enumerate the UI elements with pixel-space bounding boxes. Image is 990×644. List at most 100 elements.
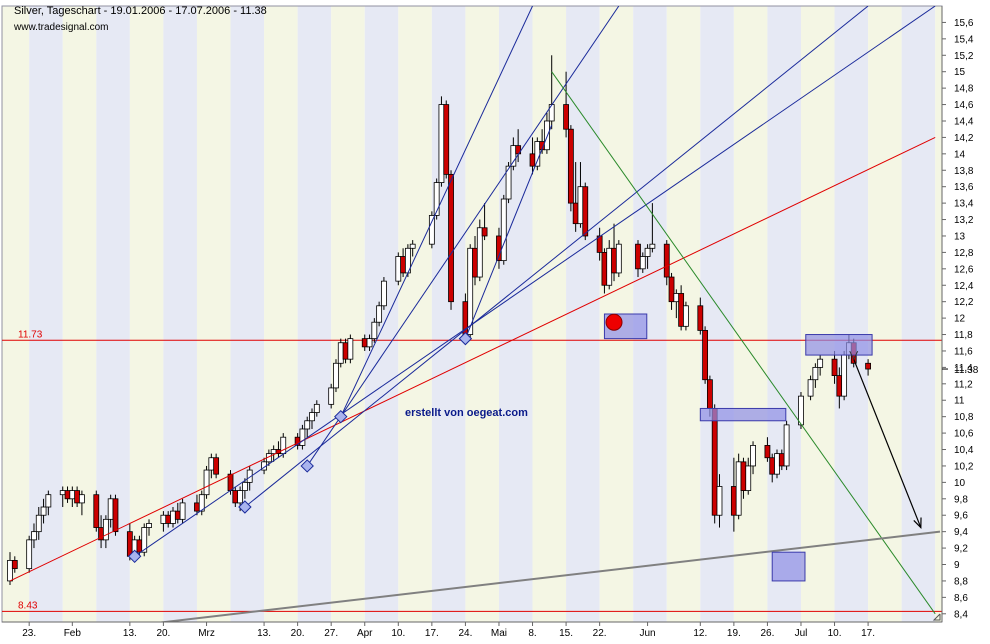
- candle-body: [510, 145, 517, 167]
- candle-body: [74, 490, 81, 504]
- candle-body: [179, 502, 186, 520]
- marker-diamond: [127, 549, 142, 564]
- y-tick-label: 14,4: [954, 116, 974, 127]
- x-tick-label: 13.: [257, 628, 271, 639]
- y-tick-label: 13,4: [954, 199, 974, 210]
- x-tick-label: 26.: [760, 628, 774, 639]
- candle-body: [241, 481, 248, 491]
- candle-body: [93, 494, 100, 528]
- candle-body: [371, 321, 378, 340]
- y-tick-label: 15: [954, 67, 966, 78]
- y-tick-label: 8,8: [954, 576, 968, 587]
- y-tick-label: 10,2: [954, 461, 974, 472]
- marker-diamond: [334, 409, 348, 424]
- candle-body: [529, 153, 536, 167]
- candle-body: [831, 358, 838, 377]
- candle-body: [697, 305, 704, 331]
- candle-body: [745, 465, 752, 491]
- candle-body: [812, 366, 819, 381]
- candle-body: [635, 243, 641, 270]
- candle-body: [649, 243, 656, 249]
- candle-body: [836, 375, 843, 397]
- week-band: [935, 6, 942, 622]
- candle-body: [136, 539, 143, 553]
- candle-body: [438, 104, 445, 183]
- y-tick-label: 10,4: [954, 445, 974, 456]
- candle-body: [198, 494, 205, 512]
- candle-body: [774, 453, 780, 475]
- candle-body: [601, 251, 608, 286]
- candle-body: [596, 235, 603, 253]
- arrow-start-mark: [849, 350, 859, 361]
- candle-body: [730, 486, 737, 516]
- x-tick-label: 17.: [425, 628, 439, 639]
- candle-body: [572, 202, 579, 225]
- candle-body: [663, 243, 670, 278]
- y-tick-label: 13,2: [954, 215, 974, 226]
- y-tick-label: 12: [954, 314, 966, 325]
- candle-body: [342, 342, 349, 360]
- candle-body: [683, 305, 689, 327]
- blue-trend-line: [306, 6, 620, 467]
- x-tick-label: Mai: [491, 628, 507, 639]
- candle-body: [381, 280, 387, 307]
- week-band: [431, 6, 466, 622]
- week-band: [800, 6, 835, 622]
- candle-body: [11, 560, 18, 570]
- week-band: [62, 6, 97, 622]
- candle-body: [544, 120, 550, 151]
- blue-trend-line: [340, 6, 533, 417]
- chart-title: Silver, Tageschart - 19.01.2006 - 17.07.…: [14, 5, 267, 17]
- y-tick-label: 13,8: [954, 166, 974, 177]
- x-tick-label: Jun: [640, 628, 656, 639]
- candle-body: [309, 412, 315, 422]
- candle-body: [59, 490, 66, 496]
- y-tick-label: 15,2: [954, 51, 974, 62]
- arrow-head: [913, 517, 922, 529]
- x-tick-label: 27.: [324, 628, 338, 639]
- y-tick-label: 11: [954, 396, 965, 407]
- x-tick-label: 20.: [291, 628, 305, 639]
- annotation-box: [699, 407, 787, 422]
- green-trend-line: [551, 71, 936, 615]
- candle-body: [409, 243, 416, 249]
- week-band: [767, 6, 801, 622]
- week-band: [868, 6, 902, 622]
- y-tick-label: 13,6: [954, 182, 974, 193]
- candle-body: [165, 514, 172, 524]
- candle-body: [227, 473, 234, 491]
- candle-body: [347, 338, 354, 360]
- projection-arrow: [849, 350, 922, 529]
- candle-body: [448, 173, 454, 303]
- red-trend-line: [9, 136, 936, 582]
- x-tick-label: 22.: [593, 628, 607, 639]
- candle-body: [45, 494, 52, 508]
- y-tick-label: 11,4: [954, 363, 973, 374]
- candle-body: [304, 420, 311, 430]
- last-price-label: 11.38: [954, 365, 979, 376]
- y-tick-label: 11,6: [954, 346, 973, 357]
- candle-body: [246, 469, 253, 483]
- week-band: [2, 6, 30, 622]
- week-band: [532, 6, 567, 622]
- y-tick-label: 9,6: [954, 511, 968, 522]
- candle-body: [40, 506, 47, 516]
- candle-body: [232, 490, 239, 504]
- candle-body: [64, 490, 71, 500]
- candle-body: [577, 186, 584, 225]
- candle-body: [443, 104, 450, 175]
- week-band: [901, 6, 936, 622]
- candle-body: [567, 128, 574, 204]
- candle-body: [126, 531, 133, 557]
- candle-body: [395, 256, 402, 282]
- candle-body: [841, 354, 848, 397]
- x-tick-label: 10.: [828, 628, 842, 639]
- candle-body: [400, 256, 406, 274]
- candle-body: [337, 342, 344, 364]
- candle-body: [313, 403, 320, 413]
- candle-body: [481, 227, 488, 237]
- candle-body: [428, 215, 435, 245]
- candle-body: [611, 247, 617, 274]
- candle-body: [174, 510, 181, 520]
